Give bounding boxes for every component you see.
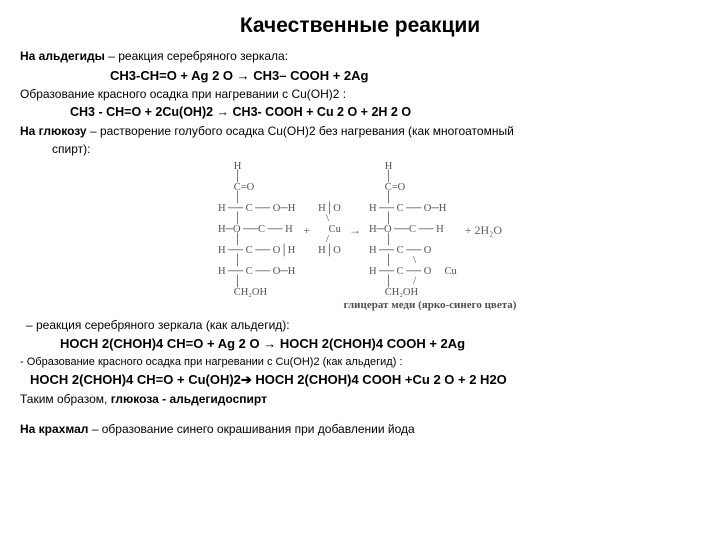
glucose-header: На глюкозу – растворение голубого осадка… <box>20 123 700 139</box>
glucose-header-bold: На глюкозу <box>20 124 87 138</box>
red-precipitate-line: Образование красного осадка при нагреван… <box>20 86 700 102</box>
plus-sign: + <box>303 222 310 238</box>
page-title: Качественные реакции <box>20 12 700 40</box>
diagram-caption: глицерат меди (ярко-синего цвета) <box>160 298 700 313</box>
glucose-diagram: H │ C=O │ H ── C ── O─H │ H─O ──C ── H │… <box>20 162 700 299</box>
glucose-header-cont: спирт): <box>20 141 700 157</box>
glucose-header-rest: – растворение голубого осадка Cu(OH)2 бе… <box>87 124 514 138</box>
cu-reagent: H│O \ Cu / H│O <box>318 204 341 257</box>
conclusion-pre: Таким образом, <box>20 392 111 406</box>
arrow-icon: → <box>349 222 361 238</box>
conclusion-bold: глюкоза - альдегидоспирт <box>111 392 267 406</box>
equation-2: CH3 - CH=O + 2Cu(OH)2 → CH3- COOH + Cu 2… <box>20 104 700 121</box>
conclusion-line: Таким образом, глюкоза - альдегидоспирт <box>20 391 700 407</box>
starch-bold: На крахмал <box>20 422 88 436</box>
cuoh-line: - Образование красного осадка при нагрев… <box>20 355 700 370</box>
aldehyde-header-bold: На альдегиды <box>20 49 105 63</box>
equation-3: HOCH 2(CHOH)4 CH=O + Ag 2 O → HOCH 2(CHO… <box>20 335 700 353</box>
starch-line: На крахмал – образование синего окрашива… <box>20 421 700 437</box>
silver-mirror-line: – реакция серебряного зеркала (как альде… <box>20 317 700 333</box>
aldehyde-header: На альдегиды – реакция серебряного зерка… <box>20 48 700 64</box>
equation-1: CH3-CH=O + Ag 2 O → CH3– COOH + 2Ag <box>20 67 700 85</box>
equation-4: HOCH 2(CHOH)4 CH=O + Cu(OH)2➔ HOCH 2(CHO… <box>20 371 700 389</box>
water-product: + 2H₂O <box>465 222 502 238</box>
molecule-left: H │ C=O │ H ── C ── O─H │ H─O ──C ── H │… <box>218 162 295 299</box>
molecule-right: H │ C=O │ H ── C ── O─H │ H─O ──C ── H │… <box>369 162 457 299</box>
aldehyde-header-rest: – реакция серебряного зеркала: <box>105 49 288 63</box>
starch-rest: – образование синего окрашивания при доб… <box>88 422 414 436</box>
